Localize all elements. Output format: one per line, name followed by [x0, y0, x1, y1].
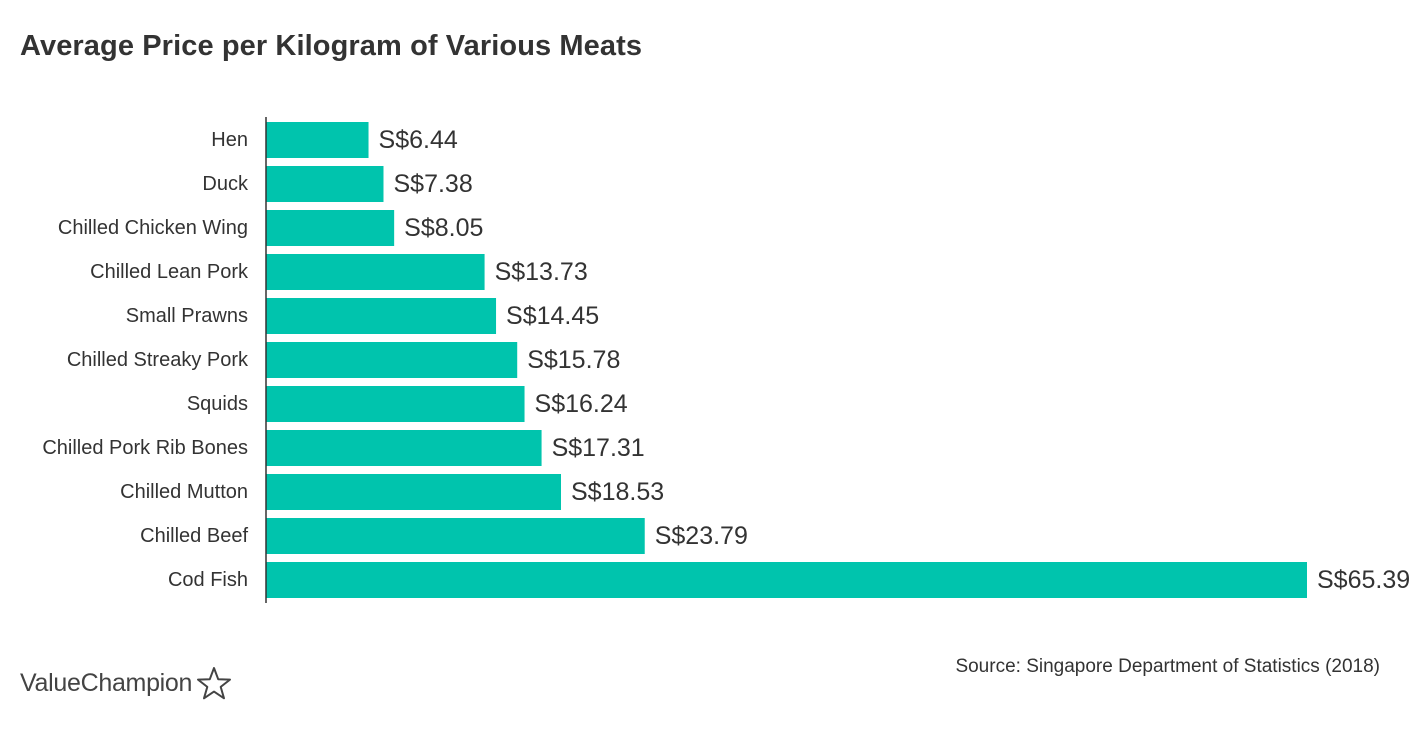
- value-label: S$15.78: [527, 346, 620, 374]
- bar: [266, 342, 518, 378]
- value-label: S$14.45: [506, 302, 599, 330]
- bar: [266, 386, 525, 422]
- star-outline-icon: [197, 667, 232, 700]
- category-label: Cod Fish: [168, 569, 248, 591]
- value-label: S$23.79: [655, 522, 748, 550]
- bar: [266, 562, 1307, 598]
- bar: [266, 430, 542, 466]
- value-label: S$65.39: [1317, 566, 1410, 594]
- bar: [266, 210, 395, 246]
- category-label: Chilled Streaky Pork: [67, 349, 249, 371]
- bar: [266, 254, 485, 290]
- bar-chart: Hen S$6.44 Duck S$7.38 Chilled Chicken Wing S…: [42, 117, 1410, 603]
- source-note: Source: Singapore Department of Statisti…: [955, 656, 1380, 677]
- category-label: Squids: [187, 393, 248, 415]
- category-label: Chilled Beef: [140, 525, 248, 547]
- value-label: S$7.38: [393, 170, 472, 198]
- brand-name: ValueChampion: [20, 668, 193, 697]
- category-label: Small Prawns: [126, 305, 248, 327]
- chart-title: Average Price per Kilogram of Various Me…: [20, 30, 643, 62]
- category-label: Chilled Lean Pork: [90, 261, 249, 283]
- value-label: S$16.24: [535, 390, 628, 418]
- category-label: Chilled Chicken Wing: [58, 217, 248, 239]
- value-label: S$13.73: [495, 258, 588, 286]
- brand-logo: ValueChampion: [20, 666, 232, 700]
- value-label: S$8.05: [404, 214, 483, 242]
- value-label: S$17.31: [552, 434, 645, 462]
- value-label: S$18.53: [571, 478, 664, 506]
- bar: [266, 518, 645, 554]
- bar: [266, 298, 497, 334]
- bar: [266, 166, 384, 202]
- category-label: Hen: [211, 129, 248, 151]
- category-label: Chilled Mutton: [120, 481, 248, 503]
- category-label: Chilled Pork Rib Bones: [42, 437, 248, 459]
- bar: [266, 122, 369, 158]
- bar: [266, 474, 561, 510]
- category-label: Duck: [202, 173, 249, 195]
- value-label: S$6.44: [379, 126, 458, 154]
